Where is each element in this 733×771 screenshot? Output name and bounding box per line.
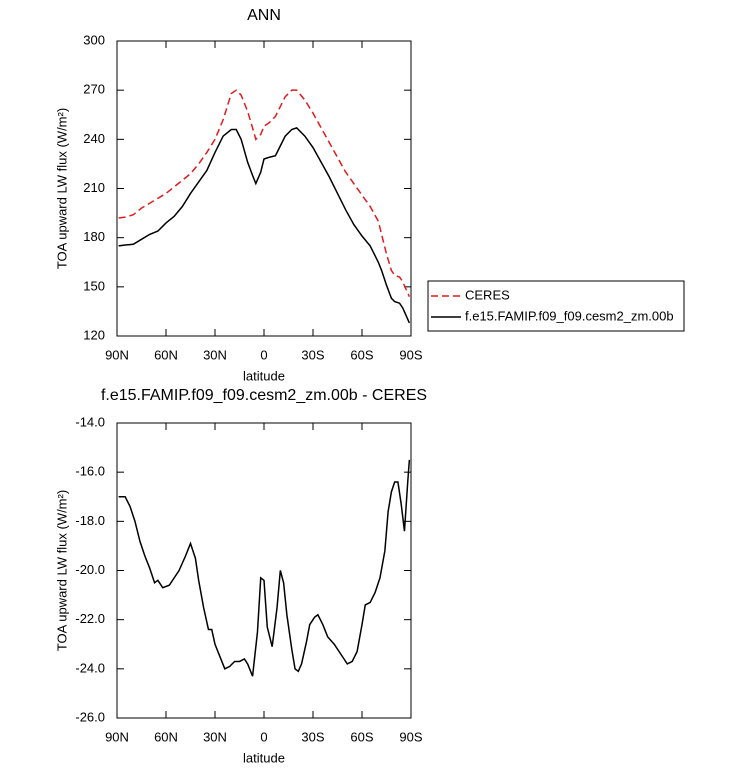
y-tick-label: -14.0 — [75, 414, 105, 429]
x-tick-label: 90S — [399, 729, 422, 744]
chart-title: f.e15.FAMIP.f09_f09.cesm2_zm.00b - CERES — [101, 387, 427, 404]
x-tick-label: 60N — [154, 729, 178, 744]
y-axis-label: TOA upward LW flux (W/m²) — [54, 490, 69, 651]
x-tick-label: 90N — [105, 729, 129, 744]
y-tick-label: 270 — [83, 82, 105, 97]
x-tick-label: 30N — [203, 729, 227, 744]
y-tick-label: 240 — [83, 131, 105, 146]
y-tick-label: 300 — [83, 32, 105, 47]
y-tick-label: -26.0 — [75, 709, 105, 724]
y-tick-label: 150 — [83, 278, 105, 293]
x-tick-label: 30N — [203, 347, 227, 362]
x-tick-label: 30S — [301, 347, 324, 362]
data-line — [118, 89, 411, 297]
legend-label: f.e15.FAMIP.f09_f09.cesm2_zm.00b — [465, 308, 674, 323]
x-tick-label: 0 — [260, 729, 267, 744]
x-tick-label: 60N — [154, 347, 178, 362]
x-tick-label: 60S — [350, 729, 373, 744]
y-tick-label: -20.0 — [75, 562, 105, 577]
x-tick-label: 30S — [301, 729, 324, 744]
y-tick-label: 210 — [83, 180, 105, 195]
y-tick-label: -22.0 — [75, 611, 105, 626]
data-line — [118, 459, 411, 677]
x-tick-label: 0 — [260, 347, 267, 362]
y-tick-label: -16.0 — [75, 464, 105, 479]
y-axis-label: TOA upward LW flux (W/m²) — [54, 108, 69, 269]
y-tick-label: -18.0 — [75, 513, 105, 528]
data-line — [118, 127, 411, 324]
chart-title: ANN — [247, 7, 281, 24]
x-tick-label: 60S — [350, 347, 373, 362]
plot-frame — [116, 40, 412, 337]
y-tick-label: 180 — [83, 229, 105, 244]
x-tick-label: 90S — [399, 347, 422, 362]
legend-box — [427, 280, 685, 332]
y-tick-label: 120 — [83, 327, 105, 342]
x-axis-label: latitude — [243, 750, 285, 765]
x-axis-label: latitude — [243, 368, 285, 383]
legend: CERES f.e15.FAMIP.f09_f09.cesm2_zm.00b — [427, 280, 685, 332]
x-tick-label: 90N — [105, 347, 129, 362]
y-tick-label: -24.0 — [75, 660, 105, 675]
legend-label: CERES — [465, 287, 510, 302]
plot-frame — [116, 422, 412, 719]
